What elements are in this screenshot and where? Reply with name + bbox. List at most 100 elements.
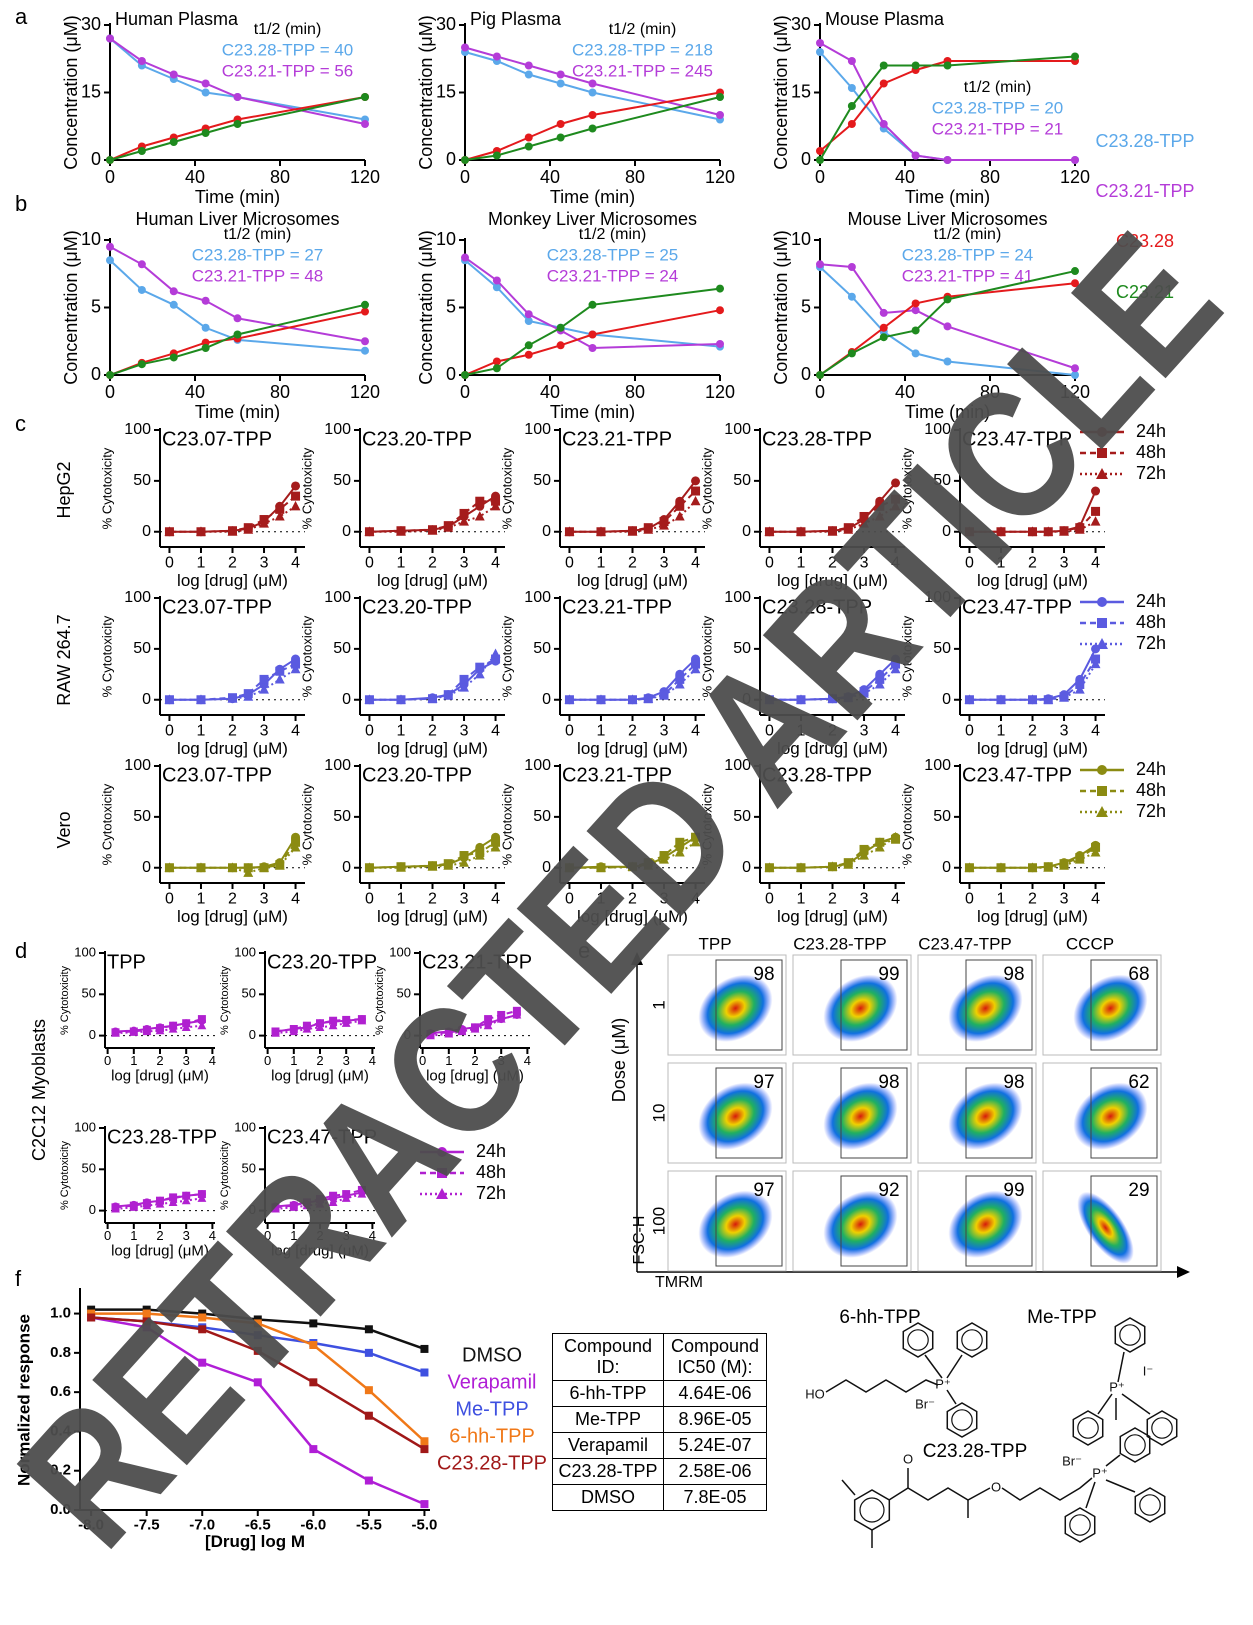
data-point <box>848 349 856 357</box>
gate-percent: 29 <box>1128 1180 1149 1201</box>
x-tick-label: -7.0 <box>189 1516 215 1533</box>
data-point <box>848 84 856 92</box>
legend-swatch <box>1097 618 1107 628</box>
legend-swatch <box>1097 765 1107 775</box>
y-tick-label: 100 <box>324 589 351 606</box>
annotation: t1/2 (min) <box>254 21 322 38</box>
data-point <box>589 125 597 133</box>
data-point <box>589 301 597 309</box>
bond <box>1078 1418 1098 1438</box>
y-tick-label: 50 <box>533 640 551 657</box>
y-axis-title: % Cytotoxicity <box>299 615 314 697</box>
atom-label: Br⁻ <box>915 1396 935 1411</box>
legend-swatch <box>1097 786 1107 796</box>
y-tick-label: 100 <box>124 421 151 438</box>
table-row: Compound ID:Compound IC50 (M): <box>553 1334 767 1381</box>
chart-title: C23.28-TPP <box>762 428 872 450</box>
data-point <box>361 337 369 345</box>
bond <box>842 1480 855 1495</box>
gate-percent: 98 <box>878 1072 899 1093</box>
chart-title: C23.20-TPP <box>267 951 377 973</box>
data-point <box>944 62 952 70</box>
x-tick-label: -5.5 <box>356 1516 382 1533</box>
chart-title: C23.21-TPP <box>562 428 672 450</box>
data-point <box>589 89 597 97</box>
axis-title: TMRM <box>655 1274 703 1291</box>
y-tick-label: 0 <box>89 1027 96 1042</box>
y-tick-label: 10 <box>791 229 811 249</box>
y-axis-title: % Cytotoxicity <box>99 783 114 865</box>
data-point <box>525 71 533 79</box>
x-tick-label: 4 <box>1091 891 1100 908</box>
x-axis-title: log [drug] (μM) <box>177 907 288 926</box>
y-tick-label: 0 <box>446 149 456 169</box>
x-tick-label: 0 <box>104 1228 111 1243</box>
x-tick-label: 3 <box>460 723 469 740</box>
y-tick-label: 100 <box>524 757 551 774</box>
data-point <box>716 306 724 314</box>
bond <box>908 1330 928 1350</box>
x-axis-title: Time (min) <box>550 187 635 207</box>
annotation: t1/2 (min) <box>579 226 647 243</box>
x-tick-label: 3 <box>260 723 269 740</box>
data-point <box>365 1325 373 1333</box>
x-tick-label: 2 <box>228 723 237 740</box>
data-point <box>260 675 269 684</box>
x-tick-label: 2 <box>156 1228 163 1243</box>
y-tick-label: 100 <box>234 1119 256 1134</box>
x-tick-label: 80 <box>980 167 1000 187</box>
chart-title: C23.28-TPP <box>107 1126 217 1148</box>
y-tick-label: 0 <box>142 859 151 876</box>
annotation: C23.28-TPP = 25 <box>547 245 679 264</box>
x-tick-label: 2 <box>428 555 437 572</box>
data-point <box>420 1445 428 1453</box>
y-tick-label: 50 <box>242 986 256 1001</box>
x-tick-label: 80 <box>625 167 645 187</box>
x-tick-label: 80 <box>270 382 290 402</box>
y-tick-label: 50 <box>333 472 351 489</box>
row-label: Vero <box>54 811 74 848</box>
bond <box>1070 1515 1090 1535</box>
y-tick-label: 15 <box>436 81 456 101</box>
annotation: C23.21-TPP = 24 <box>547 266 679 285</box>
y-tick-label: 100 <box>324 757 351 774</box>
annotation: C23.21-TPP = 48 <box>192 266 324 285</box>
bond <box>1140 1495 1160 1515</box>
data-point <box>202 80 210 88</box>
y-tick-label: 50 <box>333 808 351 825</box>
x-tick-label: 4 <box>1091 555 1100 572</box>
y-tick-label: 100 <box>524 421 551 438</box>
legend-swatch <box>1097 597 1107 607</box>
y-axis-title: Concentration (μM) <box>61 230 81 384</box>
y-tick-label: 5 <box>801 296 811 316</box>
data-point <box>420 1369 428 1377</box>
bond <box>1106 1455 1120 1466</box>
data-point <box>361 93 369 101</box>
bond <box>860 1498 884 1522</box>
y-tick-label: 50 <box>82 1161 96 1176</box>
data-point <box>525 143 533 151</box>
y-axis-title: % Cytotoxicity <box>99 447 114 529</box>
y-tick-label: 30 <box>81 14 101 34</box>
x-tick-label: 80 <box>625 382 645 402</box>
legend-label: 72h <box>1136 801 1166 821</box>
y-tick-label: 0 <box>249 1027 256 1042</box>
data-point <box>493 277 501 285</box>
data-point <box>880 120 888 128</box>
x-tick-label: 2 <box>428 723 437 740</box>
legend-label: 24h <box>1136 759 1166 779</box>
data-point <box>202 324 210 332</box>
data-point <box>944 156 952 164</box>
x-tick-label: 0 <box>105 382 115 402</box>
x-tick-label: 0 <box>365 723 374 740</box>
data-point <box>138 260 146 268</box>
x-axis-title: log [drug] (μM) <box>177 739 288 758</box>
legend-label: C23.21-TPP <box>1095 181 1194 201</box>
x-tick-label: 1 <box>397 723 406 740</box>
y-axis-title: Concentration (μM) <box>61 15 81 169</box>
x-tick-label: 0 <box>165 723 174 740</box>
y-tick-label: 5 <box>91 296 101 316</box>
data-point <box>202 344 210 352</box>
data-point <box>138 360 146 368</box>
x-tick-label: 40 <box>185 382 205 402</box>
